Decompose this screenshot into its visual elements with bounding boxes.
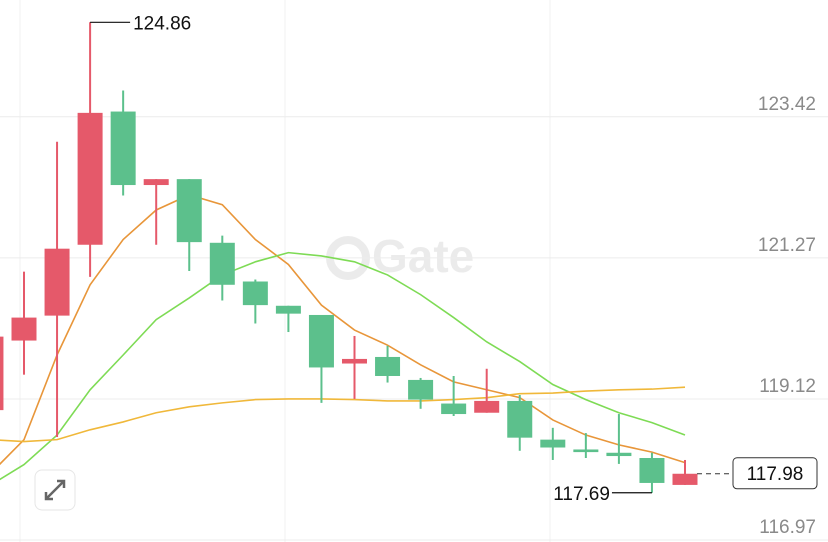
candle-body [342, 358, 367, 364]
candle-body [44, 248, 70, 316]
y-tick-label: 116.97 [759, 517, 816, 538]
candle-body [474, 400, 500, 413]
candle-body [176, 179, 202, 243]
candle-body [672, 473, 698, 485]
watermark-text: Gate [372, 230, 474, 282]
candle-body [639, 458, 665, 483]
candle-body [441, 403, 467, 415]
candle-body [110, 111, 136, 186]
last-price-label: 117.98 [747, 464, 804, 485]
expand-icon[interactable] [44, 479, 66, 501]
candle-body [408, 379, 434, 400]
candle-body [242, 281, 268, 306]
candle-body [540, 439, 566, 448]
candle-body [606, 452, 632, 457]
last-price-box [732, 457, 818, 490]
y-tick-label: 121.27 [758, 235, 816, 256]
max-label: 124.86 [133, 13, 191, 34]
candle-body [143, 179, 169, 186]
candle-body [77, 112, 103, 245]
plot: 123.42 121.27 119.12 116.97 124.86 117.69 117.… [0, 13, 828, 541]
moving-average-line [0, 386, 686, 443]
y-tick-label: 123.42 [758, 94, 816, 115]
candle-body [573, 449, 599, 453]
candle-body [0, 336, 4, 411]
candle-body [308, 314, 334, 368]
y-tick-label: 119.12 [759, 376, 816, 397]
expand-button[interactable] [34, 469, 76, 511]
candle-body [275, 305, 301, 314]
min-label: 117.69 [553, 484, 610, 505]
candle-body [375, 356, 401, 376]
candle-body [11, 317, 37, 341]
candle-body [507, 400, 533, 438]
moving-average-line [0, 194, 686, 466]
candle-body [209, 242, 235, 285]
